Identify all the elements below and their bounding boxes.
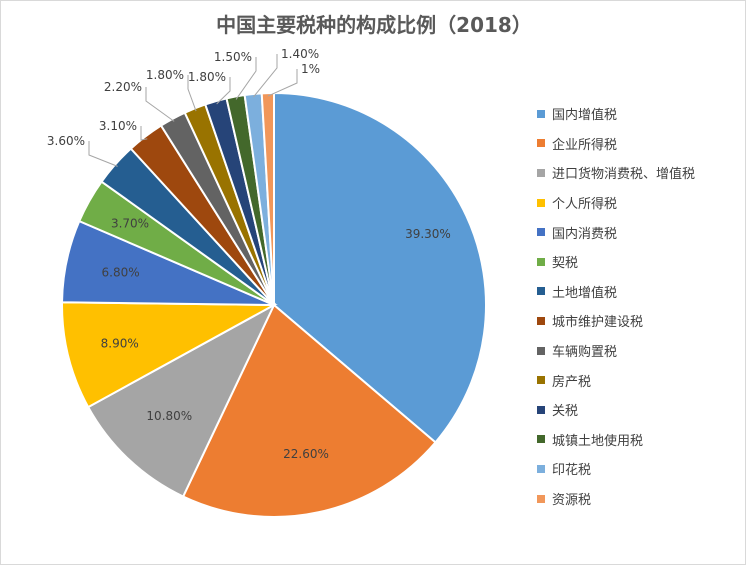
leader-line (267, 69, 298, 97)
legend-swatch (537, 139, 545, 148)
legend-item: 关税 (537, 395, 742, 425)
leader-line (235, 57, 257, 100)
legend: 国内增值税企业所得税进口货物消费税、增值税 个人所得税国内消费税契税土地增值税城市… (537, 99, 742, 513)
leader-line (253, 54, 278, 98)
legend-label: 城市维护建设税 (552, 315, 644, 331)
leader-line (140, 126, 148, 141)
legend-swatch (537, 109, 545, 118)
legend-label: 国内消费税 (552, 226, 618, 242)
legend-label: 城镇土地使用税 (552, 433, 644, 449)
data-label: 6.80% (102, 265, 140, 279)
legend-item: 企业所得税 (537, 129, 742, 159)
legend-label: 车辆购置税 (552, 345, 618, 361)
legend-label: 印花税 (552, 463, 592, 479)
legend-label: 土地增值税 (552, 285, 618, 301)
legend-item: 城市维护建设税 (537, 306, 742, 336)
leader-line (216, 77, 231, 105)
pie-slice (273, 91, 487, 444)
data-label: 8.90% (101, 337, 139, 351)
data-label: 1.80% (188, 70, 226, 84)
legend-label: 个人所得税 (552, 197, 618, 213)
data-label: 1.80% (146, 68, 184, 82)
legend-item: 个人所得税 (537, 188, 742, 218)
pie-slice (61, 301, 278, 409)
legend-item: 进口货物消费税、增值税 (537, 158, 742, 188)
legend-item: 房产税 (537, 365, 742, 395)
leader-line (145, 87, 175, 122)
legend-swatch (537, 346, 545, 355)
legend-item: 车辆购置税 (537, 336, 742, 366)
data-label: 1.40% (281, 47, 319, 61)
leader-line (187, 75, 197, 112)
legend-item: 资源税 (537, 484, 742, 514)
legend-swatch (537, 435, 545, 444)
legend-item: 契税 (537, 247, 742, 277)
legend-item: 国内消费税 (537, 217, 742, 247)
data-label: 22.60% (283, 447, 329, 461)
legend-item: 印花税 (537, 454, 742, 484)
leader-line (88, 141, 118, 167)
legend-swatch (537, 376, 545, 385)
legend-label: 契税 (552, 256, 579, 272)
legend-swatch (537, 198, 545, 207)
legend-item: 国内增值税 (537, 99, 742, 129)
legend-swatch (537, 464, 545, 473)
legend-swatch (537, 257, 545, 266)
pie-slice (181, 303, 437, 518)
pie-slice (86, 302, 277, 498)
chart-title: 中国主要税种的构成比例（2018） (216, 13, 532, 37)
data-label: 1% (301, 62, 320, 76)
data-label: 1.50% (214, 50, 252, 64)
data-label: 3.70% (111, 217, 149, 231)
legend-label: 资源税 (552, 493, 592, 509)
legend-label: 关税 (552, 404, 579, 420)
legend-label: 进口货物消费税、增值税 (552, 167, 696, 183)
data-label: 10.80% (146, 409, 192, 423)
data-label: 3.10% (99, 119, 137, 133)
legend-swatch (537, 287, 545, 296)
legend-item: 土地增值税 (537, 277, 742, 307)
legend-label: 国内增值税 (552, 108, 618, 124)
legend-swatch (537, 228, 545, 237)
legend-item: 城镇土地使用税 (537, 425, 742, 455)
legend-label: 房产税 (552, 374, 592, 390)
legend-swatch (537, 168, 545, 177)
data-label: 3.60% (47, 134, 85, 148)
legend-label: 企业所得税 (552, 137, 618, 153)
data-label: 39.30% (405, 227, 451, 241)
data-label: 2.20% (104, 80, 142, 94)
legend-swatch (537, 405, 545, 414)
legend-swatch (537, 494, 545, 503)
legend-swatch (537, 316, 545, 325)
